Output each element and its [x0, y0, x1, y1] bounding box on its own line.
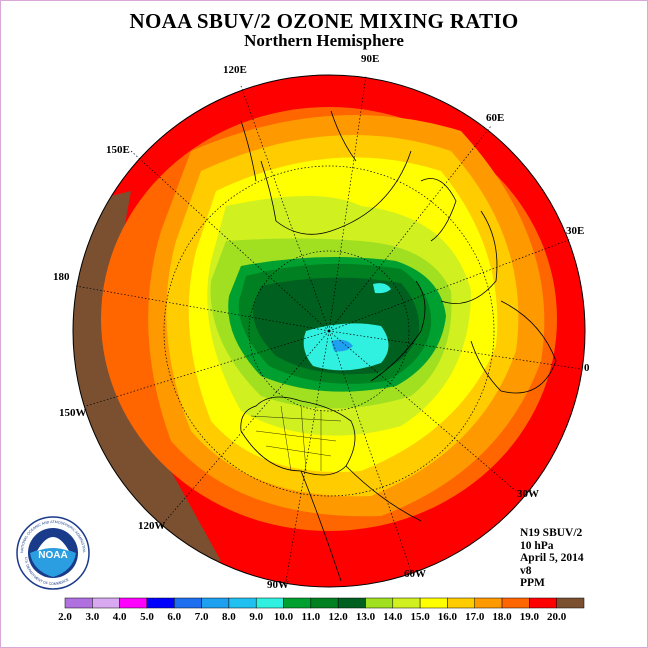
colorbar-swatch: [283, 597, 312, 609]
logo-text: NOAA: [38, 550, 67, 561]
colorbar-tick-label: 3.0: [85, 611, 99, 623]
colorbar-swatch: [392, 597, 421, 609]
contour-blue: [331, 339, 353, 352]
colorbar-tick-label: 9.0: [249, 611, 263, 623]
colorbar-swatch: [474, 597, 503, 609]
info-version: v8: [520, 564, 532, 577]
info-level: 10 hPa: [520, 539, 554, 552]
colorbar-tick-label: 16.0: [438, 611, 458, 623]
sub-title: Northern Hemisphere: [244, 31, 404, 50]
lon-label-120e: 120E: [223, 64, 247, 76]
colorbar-tick-label: 15.0: [410, 611, 430, 623]
colorbar-swatch: [556, 597, 585, 609]
info-instrument: N19 SBUV/2: [520, 527, 583, 539]
info-date: April 5, 2014: [520, 552, 584, 564]
colorbar-swatch: [255, 597, 284, 609]
main-title: NOAA SBUV/2 OZONE MIXING RATIO: [129, 9, 519, 33]
colorbar-swatch: [501, 597, 530, 609]
lon-label-90e: 90E: [361, 53, 379, 65]
lon-label-30w: 30W: [517, 488, 539, 500]
ozone-contours: [73, 75, 585, 587]
colorbar-tick-label: 8.0: [222, 611, 236, 623]
colorbar-tick-label: 20.0: [547, 611, 567, 623]
lon-label-150e: 150E: [106, 144, 130, 156]
colorbar-tick-label: 5.0: [140, 611, 154, 623]
colorbar-tick-label: 12.0: [329, 611, 349, 623]
lon-label-0: 0: [584, 362, 590, 374]
lon-label-30e: 30E: [566, 225, 584, 237]
colorbar-swatch: [146, 597, 175, 609]
colorbar-swatch: [529, 597, 557, 609]
info-units: PPM: [520, 577, 545, 589]
map-boundary: [72, 74, 586, 588]
graticule: [75, 75, 582, 582]
colorbar-swatch: [310, 597, 339, 609]
colorbar-swatch: [337, 597, 366, 609]
colorbar-tick-label: 13.0: [356, 611, 376, 623]
colorbar-tick-label: 6.0: [167, 611, 181, 623]
colorbar-tick-label: 2.0: [58, 611, 72, 623]
colorbar-swatch: [64, 597, 93, 609]
colorbar-swatch: [119, 597, 148, 609]
colorbar-swatch: [365, 597, 394, 609]
lon-label-60w: 60W: [404, 568, 426, 580]
lon-label-120w: 120W: [138, 520, 166, 532]
colorbar-tick-label: 19.0: [520, 611, 540, 623]
colorbar-swatch: [447, 597, 475, 609]
colorbar-swatch: [419, 597, 448, 609]
colorbar-tick-label: 17.0: [465, 611, 485, 623]
lon-label-60e: 60E: [486, 112, 504, 124]
noaa-logo: NOAA NATIONAL OCEANIC AND ATMOSPHERIC AD…: [15, 515, 90, 590]
colorbar-tick-label: 14.0: [383, 611, 403, 623]
colorbar-swatch: [201, 597, 230, 609]
lon-label-90w: 90W: [267, 579, 289, 591]
colorbar-swatch: [228, 597, 257, 609]
colorbar-tick-label: 4.0: [113, 611, 127, 623]
state-lines: [250, 405, 342, 472]
contour-cyan-small: [373, 283, 391, 294]
colorbar-swatch: [92, 597, 120, 609]
colorbar-tick-label: 10.0: [274, 611, 294, 623]
colorbar-tick-label: 11.0: [302, 611, 321, 623]
colorbar-swatch: [174, 597, 202, 609]
coastlines: [240, 110, 557, 582]
lon-label-150w: 150W: [59, 407, 87, 419]
colorbar-tick-label: 18.0: [492, 611, 512, 623]
info-block: N19 SBUV/2 10 hPa April 5, 2014 v8 PPM: [520, 527, 584, 590]
colorbar-tick-label: 7.0: [195, 611, 209, 623]
lon-label-180: 180: [53, 271, 70, 283]
